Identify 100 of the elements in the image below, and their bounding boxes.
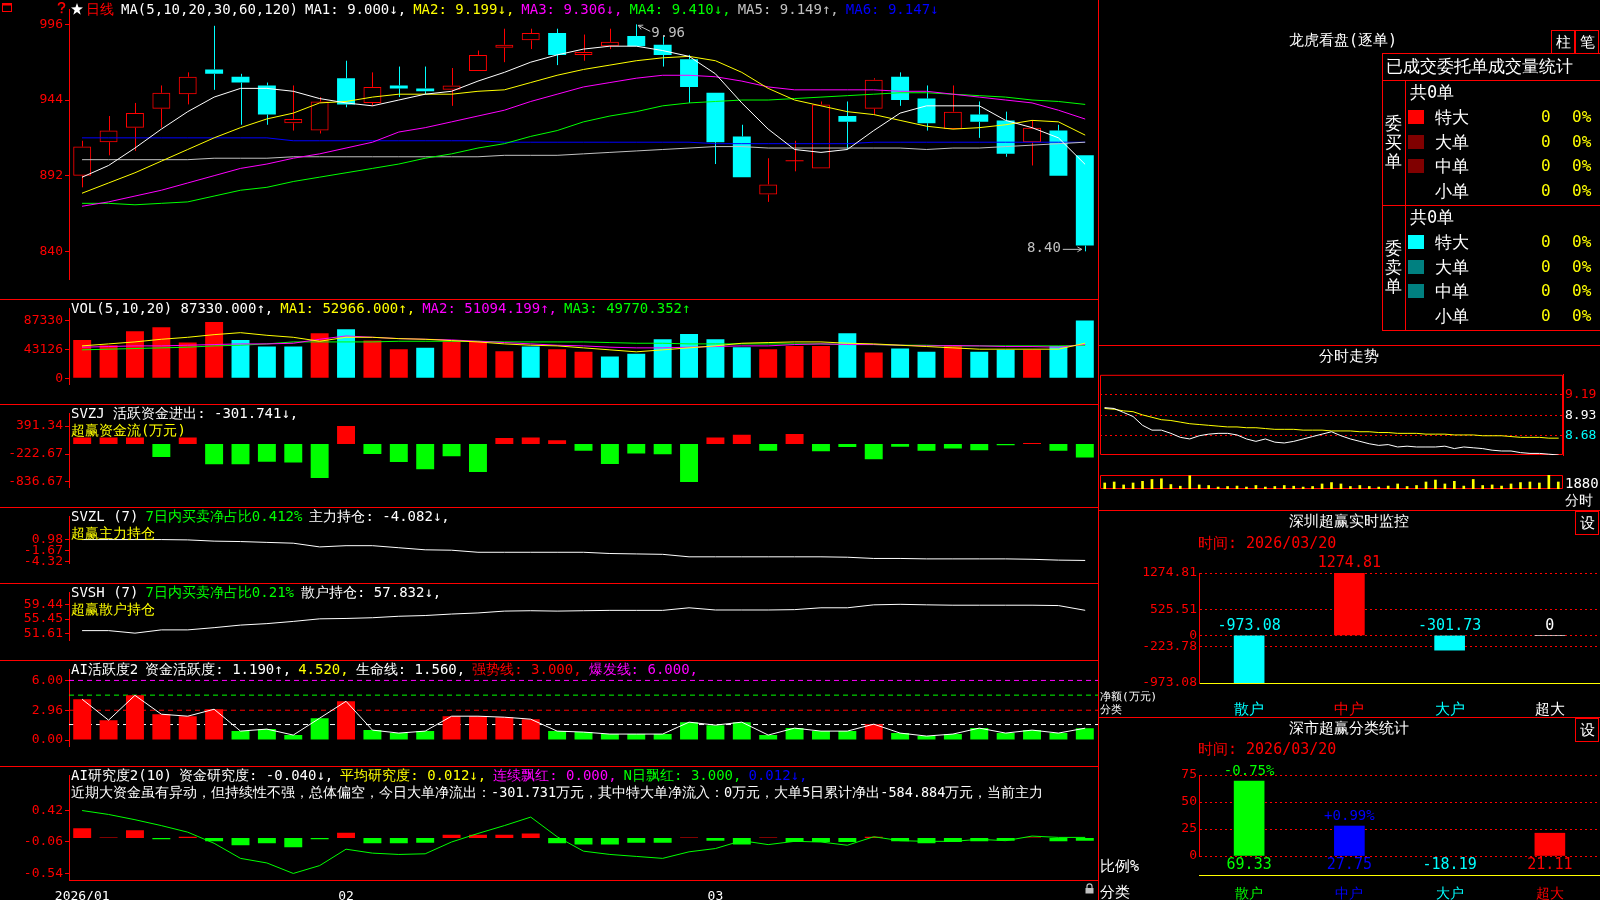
annotation: 平均研究度: 0.012↓, — [340, 767, 487, 783]
y-tick-label: 2.96 — [31, 702, 63, 718]
annotation: 近期大资金虽有异动，但持续性不强，总体偏空，今日大单净流出：-301.731万元，其中特大单净流入：0万元，大单5日累计净出-584.884万元，当前主力 — [71, 784, 1044, 800]
y-axis-title: 分时 — [1565, 492, 1593, 508]
text: 共0单 — [1410, 82, 1455, 102]
x-tick-label: 02 — [338, 888, 354, 900]
y-tick-label: 0.00 — [31, 731, 63, 747]
series-label: 散户持仓: 57.832↓, — [301, 584, 442, 600]
text: 0 — [1541, 181, 1551, 200]
text: 特大 — [1435, 232, 1469, 252]
annotation: N日飘红: 3.000, — [623, 767, 742, 783]
x-tick-label: 大户 — [1435, 885, 1464, 900]
annotation: 资金研究度: -0.040↓, — [179, 767, 334, 783]
annotation: 9.96 — [651, 23, 685, 40]
text: 委买单 — [1385, 113, 1403, 171]
x-tick-label: 超大 — [1535, 885, 1564, 900]
text: MA3: 9.306↓, — [521, 1, 623, 17]
x-tick-label: 超大 — [1534, 699, 1565, 718]
y-tick-label: 0.42 — [31, 801, 63, 817]
data-label: 69.33 — [1226, 854, 1272, 873]
y-tick-label: 75 — [1181, 766, 1197, 782]
y-tick-label: -836.67 — [8, 473, 63, 489]
series-label: 资金活跃度: 1.190↑, — [145, 661, 292, 677]
text: -18.19 — [1422, 854, 1477, 873]
text: 中单 — [1435, 281, 1469, 301]
y-tick-label: 0 — [1189, 847, 1197, 863]
text: 0 — [1541, 281, 1551, 300]
chart-title: 日线 — [86, 1, 114, 17]
series-label: MA3: 49770.352↑ — [564, 300, 691, 316]
y-tick-label: 50 — [1181, 793, 1197, 809]
x-tick-label: 散户 — [1234, 699, 1265, 718]
text: 0% — [1572, 132, 1592, 151]
annotation: 7日内买卖净占比0.21% — [145, 584, 295, 600]
text: 特大 — [1435, 107, 1469, 127]
text: MA1: 9.000↓, — [305, 1, 407, 17]
chart-title: AI研究度2(10) — [71, 767, 173, 783]
y-tick-label: 892 — [39, 167, 63, 183]
chart-subtitle: 时间: 2026/03/20 — [1198, 740, 1337, 758]
text: 0% — [1572, 232, 1592, 251]
y-tick-label: -973.08 — [1142, 674, 1197, 690]
x-tick-label: 03 — [707, 888, 724, 900]
y-tick-label: 8.93 — [1565, 407, 1597, 423]
data-label: -301.73 — [1418, 615, 1482, 634]
y-tick-label: 87330 — [23, 311, 63, 327]
text: 已成交委托单成交量统计 — [1386, 56, 1573, 76]
x-tick-label: 大户 — [1434, 699, 1465, 718]
y-tick-label: 6.00 — [31, 671, 63, 687]
y-tick-label: 25 — [1181, 820, 1197, 836]
text: 0% — [1572, 306, 1592, 325]
x-tick-label: 散户 — [1235, 885, 1264, 900]
chart-subtitle: 时间: 2026/03/20 — [1198, 534, 1337, 552]
y-tick-label: 9.19 — [1565, 386, 1597, 402]
text: 0% — [1572, 107, 1592, 126]
text: 0% — [1572, 181, 1592, 200]
x-axis-title: 分类 — [1100, 883, 1130, 900]
annotation: 生命线: 1.560, — [355, 661, 466, 677]
text: 0 — [1541, 156, 1551, 175]
y-tick-label: 391.34 — [16, 417, 64, 433]
y-tick-label: 525.51 — [1150, 601, 1197, 617]
y-axis-title: 净额(万元) — [1100, 690, 1158, 703]
text: 0% — [1572, 281, 1592, 300]
legend-title: MA(5,10,20,30,60,120) — [121, 1, 299, 17]
series-label: MA1: 52966.000↑, — [280, 300, 416, 316]
text: 0% — [1572, 156, 1592, 175]
annotation: 爆发线: 6.000, — [588, 661, 699, 677]
y-tick-label: 840 — [39, 242, 63, 258]
text: 超赢资金流(万元) — [71, 422, 186, 438]
x-axis-title: 分类 — [1100, 703, 1122, 716]
data-label: -973.08 — [1217, 615, 1281, 634]
y-tick-label: -0.06 — [23, 833, 63, 849]
text: MA4: 9.410↓, — [629, 1, 731, 17]
text: 大单 — [1435, 257, 1469, 277]
annotation: 强势线: 3.000, — [472, 661, 582, 677]
y-tick-label: 996 — [39, 15, 63, 31]
y-tick-label: 59.44 — [23, 595, 64, 611]
y-tick-label: -0.54 — [23, 864, 64, 880]
text: 共0单 — [1410, 207, 1455, 227]
chart-title: AI活跃度2 — [71, 661, 139, 677]
annotation: 8.40 — [1027, 238, 1061, 255]
y-tick-label: 0.98 — [31, 530, 63, 546]
chart-title: 深市超赢分类统计 — [1289, 719, 1409, 737]
y-tick-label: 51.61 — [23, 624, 63, 640]
x-tick-label: 中户 — [1335, 885, 1364, 900]
y-tick-label: 1274.81 — [1142, 564, 1197, 580]
series-label: MA2: 51094.199↑, — [422, 300, 558, 316]
x-tick-label: 中户 — [1334, 699, 1365, 718]
annotation: 连续飘红: 0.000, — [493, 767, 617, 783]
annotation: 7日内买卖净占比0.412% — [145, 508, 303, 524]
text: 超赢散户持仓 — [71, 601, 155, 617]
text: 笔 — [1575, 30, 1599, 54]
text: 中单 — [1435, 156, 1469, 176]
text: MA2: 9.199↓, — [413, 1, 515, 17]
text: 0 — [1541, 132, 1551, 151]
text: 小单 — [1435, 306, 1469, 326]
y-tick-label: 55.45 — [23, 610, 63, 626]
text: 大单 — [1435, 132, 1469, 152]
text: 小单 — [1435, 181, 1469, 201]
text: 设 — [1575, 511, 1599, 535]
text: 0 — [1541, 257, 1551, 276]
y-tick-label: 0 — [55, 369, 63, 385]
